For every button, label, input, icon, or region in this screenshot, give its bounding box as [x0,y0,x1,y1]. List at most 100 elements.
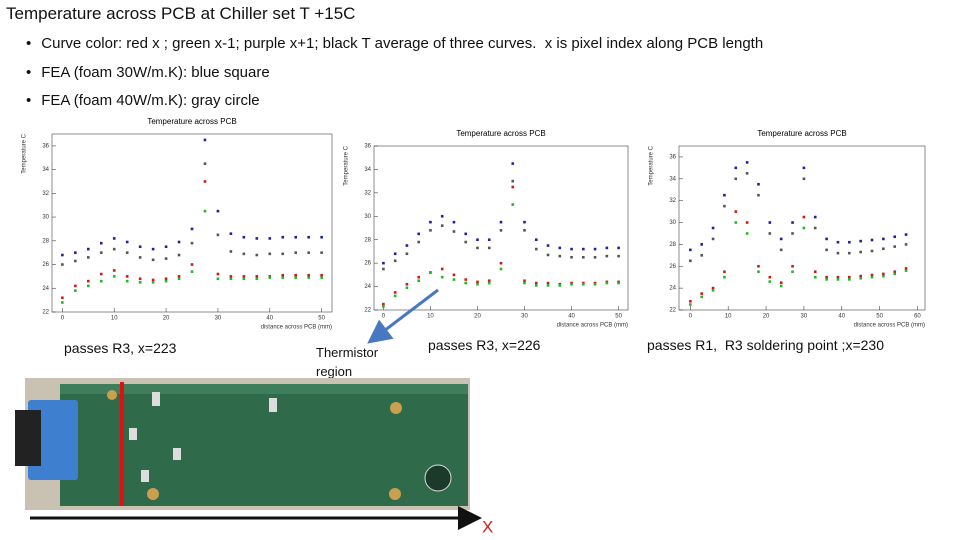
point [452,220,456,224]
y-axis-label: Temperature C [344,145,350,185]
chart: Temperature across PCB distance across PC… [344,129,629,329]
point [242,277,246,281]
point [487,246,491,250]
point [558,284,562,287]
point [125,251,129,254]
x-tick-label: 50 [318,316,325,322]
point [605,254,609,258]
component [173,448,181,460]
point [813,226,817,230]
point [476,238,479,242]
point [791,270,794,274]
y-tick-label: 28 [669,242,676,248]
point [242,252,246,256]
point [689,259,692,263]
caption: passes R1, R3 soldering point ;x=230 [647,337,884,353]
point [112,247,116,251]
hole [389,488,401,500]
point [382,305,385,308]
point [558,254,562,258]
point [74,284,77,288]
point [904,269,908,272]
point [802,177,806,181]
point [242,235,246,239]
point [546,281,550,285]
point [836,278,840,281]
point [440,214,444,218]
point [307,235,310,239]
y-tick-label: 34 [42,167,49,173]
point [464,240,468,244]
point [216,272,220,276]
x-tick-label: 30 [215,316,222,322]
point [859,250,862,254]
point [216,233,220,237]
point [523,281,526,285]
point [836,251,840,255]
point [190,270,194,273]
point [546,244,550,247]
plot-frame [51,133,333,313]
point [203,162,207,165]
point [859,274,862,278]
bullet: Curve color: red x ; green x-1; purple x… [26,35,763,52]
point [320,235,323,239]
bullet: FEA (foam 30W/m.K): blue square [26,64,269,81]
point [511,203,515,206]
component [269,398,277,412]
point [582,282,585,286]
point [255,277,259,281]
point [177,253,181,257]
point [499,261,503,265]
chart: Temperature across PCB distance across PC… [649,129,926,329]
cable [15,410,41,466]
chart: Temperature across PCB distance across PC… [22,117,333,331]
point [813,275,817,279]
point [893,270,897,274]
point [848,240,851,244]
point [138,277,142,281]
point [523,279,526,283]
point [320,276,323,279]
point [464,232,468,236]
point [268,252,272,256]
point [593,247,597,251]
point [723,270,726,274]
point [757,270,760,274]
point [487,279,491,283]
point [74,259,77,263]
y-tick-label: 28 [364,237,371,243]
hole [107,390,117,400]
point [203,138,207,142]
point [164,245,168,249]
point [882,272,885,276]
point [112,269,116,272]
y-tick-label: 34 [364,167,371,173]
y-tick-label: 32 [669,198,676,204]
y-tick-label: 32 [364,190,371,196]
point [190,227,194,231]
point [242,275,246,278]
point [268,276,272,279]
point [870,273,874,277]
point [904,267,908,270]
point [546,284,550,287]
point [164,277,168,281]
point [255,237,259,240]
point [904,233,908,236]
point [216,277,220,281]
point [255,275,259,278]
y-tick-label: 30 [42,215,49,221]
point [417,275,420,279]
hole [390,402,402,414]
point [689,303,692,306]
point [723,204,726,208]
point [534,284,538,287]
y-tick-label: 32 [42,191,49,197]
caption: passes R3, x=226 [428,337,541,353]
y-tick-label: 30 [364,214,371,220]
x-tick-label: 10 [111,316,118,322]
point [882,237,885,241]
point [452,278,456,281]
point [281,273,285,277]
